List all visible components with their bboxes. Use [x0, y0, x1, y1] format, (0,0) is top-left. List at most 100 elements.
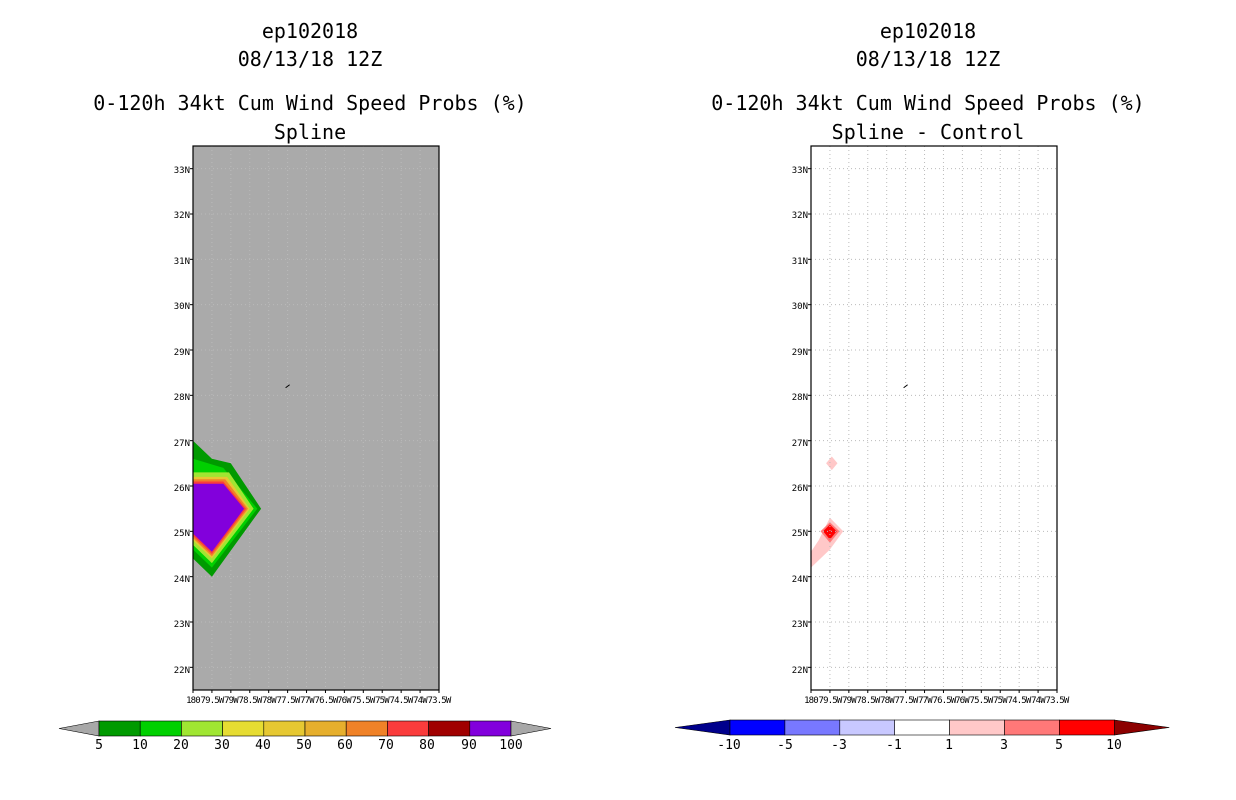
colorbar-swatch: [839, 719, 895, 736]
colorbar-swatch: [98, 720, 141, 737]
right-center-marker: [903, 384, 908, 389]
colorbar-label: 90: [461, 738, 477, 753]
x-tick-label: 76W: [955, 696, 970, 706]
colorbar-label: -3: [831, 738, 847, 753]
colorbar-right-arrow: [1114, 719, 1170, 736]
contour-band-1-3: [826, 456, 838, 471]
x-tick-label: 74.5W: [1007, 696, 1031, 706]
right-date: 08/13/18 12Z: [856, 47, 1001, 71]
left-colorbar: 5 10 20 30 40 50 60 70 80 90 100: [58, 720, 552, 753]
colorbar-swatch: [949, 719, 1005, 736]
x-tick-label: 180: [186, 696, 200, 706]
left-center-marker: [285, 384, 290, 389]
y-tick-label: 24N: [792, 575, 808, 585]
y-tick-label: 33N: [792, 166, 808, 176]
colorbar-label: 100: [499, 738, 522, 753]
x-tick-label: 78W: [262, 696, 277, 706]
colorbar-label: 3: [1000, 738, 1008, 753]
left-chart-title: 0-120h 34kt Cum Wind Speed Probs (%): [93, 91, 526, 115]
left-chart-subtitle: Spline: [274, 120, 346, 144]
colorbar-swatch: [345, 720, 388, 737]
left-grid: [193, 146, 439, 690]
x-tick-label: 77W: [918, 696, 933, 706]
right-panel: ep102018 08/13/18 12Z 0-120h 34kt Cum Wi…: [674, 19, 1170, 753]
right-colorbar: -10 -5 -3 -1 1 3 5 10: [674, 719, 1170, 753]
y-tick-label: 26N: [792, 484, 808, 494]
right-x-axis: 180 79.5W 79W 78.5W 78W 77.5W 77W 76.5W …: [804, 690, 1071, 706]
colorbar-label: 5: [95, 738, 103, 753]
colorbar-swatch: [894, 719, 950, 736]
y-tick-label: 26N: [174, 484, 190, 494]
y-tick-label: 32N: [792, 211, 808, 221]
colorbar-label: 20: [173, 738, 189, 753]
left-y-axis: 22N 23N 24N 25N 26N 27N 28N 29N 30N 31N …: [174, 166, 193, 676]
x-tick-label: 78.5W: [238, 696, 262, 706]
colorbar-label: 40: [255, 738, 271, 753]
colorbar-swatch: [139, 720, 182, 737]
colorbar-label: -10: [717, 738, 740, 753]
colorbar-swatch: [304, 720, 347, 737]
y-tick-label: 32N: [174, 211, 190, 221]
y-tick-label: 22N: [792, 666, 808, 676]
y-tick-label: 25N: [174, 529, 190, 539]
left-storm-id: ep102018: [262, 19, 358, 43]
right-chart-subtitle: Spline - Control: [832, 120, 1025, 144]
colorbar-label: 1: [945, 738, 953, 753]
colorbar-swatch: [428, 720, 471, 737]
right-chart-title: 0-120h 34kt Cum Wind Speed Probs (%): [711, 91, 1144, 115]
y-tick-label: 31N: [792, 257, 808, 267]
colorbar-swatch: [387, 720, 429, 737]
y-tick-label: 27N: [792, 439, 808, 449]
colorbar-swatch: [181, 720, 223, 737]
right-plot-frame: [810, 145, 1058, 691]
y-tick-label: 28N: [792, 393, 808, 403]
x-tick-label: 77.5W: [276, 696, 300, 706]
x-tick-label: 75W: [375, 696, 390, 706]
y-tick-label: 28N: [174, 393, 190, 403]
y-tick-label: 30N: [792, 302, 808, 312]
colorbar-label: 5: [1055, 738, 1063, 753]
colorbar-swatch: [469, 720, 512, 737]
colorbar-swatch: [222, 720, 265, 737]
colorbar-swatch: [1059, 719, 1115, 736]
colorbar-label: 70: [378, 738, 394, 753]
x-tick-label: 180: [804, 696, 818, 706]
storm-center-marker: [903, 384, 908, 389]
x-tick-label: 77W: [300, 696, 315, 706]
x-tick-label: 76W: [337, 696, 352, 706]
x-tick-label: 77.5W: [894, 696, 918, 706]
x-tick-label: 76.5W: [932, 696, 956, 706]
contour-band-5-10: [823, 524, 837, 540]
x-tick-label: 74.5W: [389, 696, 413, 706]
y-tick-label: 30N: [174, 302, 190, 312]
colorbar-label: 10: [132, 738, 148, 753]
right-plot-fill: [811, 146, 1057, 690]
x-tick-label: 73.5W: [1045, 696, 1069, 706]
x-tick-label: 78W: [880, 696, 895, 706]
y-tick-label: 29N: [174, 348, 190, 358]
colorbar-label: 60: [337, 738, 353, 753]
y-tick-label: 23N: [792, 620, 808, 630]
x-tick-label: 76.5W: [314, 696, 338, 706]
y-tick-label: 22N: [174, 666, 190, 676]
y-tick-label: 33N: [174, 166, 190, 176]
right-storm-id: ep102018: [880, 19, 976, 43]
storm-center-marker: [285, 384, 290, 389]
x-tick-label: 74W: [413, 696, 428, 706]
x-tick-label: 78.5W: [856, 696, 880, 706]
x-tick-label: 73.5W: [427, 696, 451, 706]
left-date: 08/13/18 12Z: [238, 47, 383, 71]
right-y-axis: 22N 23N 24N 25N 26N 27N 28N 29N 30N 31N …: [792, 166, 811, 676]
y-tick-label: 29N: [792, 348, 808, 358]
x-tick-label: 79.5W: [200, 696, 224, 706]
colorbar-right-arrow: [510, 720, 552, 737]
colorbar-label: 30: [214, 738, 230, 753]
y-tick-label: 24N: [174, 575, 190, 585]
colorbar-label: -1: [886, 738, 902, 753]
contour-band-90-100: [193, 483, 245, 552]
colorbar-label: -5: [777, 738, 793, 753]
y-tick-label: 27N: [174, 439, 190, 449]
y-tick-label: 25N: [792, 529, 808, 539]
left-plot-frame: [192, 145, 440, 691]
